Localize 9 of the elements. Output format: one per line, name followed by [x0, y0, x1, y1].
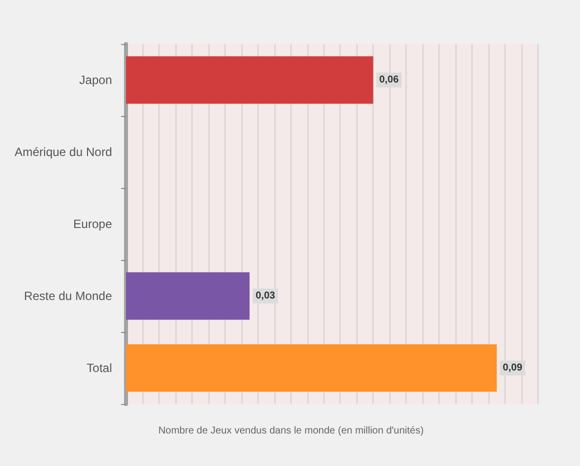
- y-tick-label: Japon: [79, 73, 112, 87]
- y-tick-label: Total: [86, 361, 112, 375]
- y-tick-label: Europe: [73, 217, 112, 231]
- data-label: 0,03: [256, 290, 276, 302]
- data-label: 0,09: [502, 362, 523, 374]
- data-label: 0,06: [379, 74, 400, 86]
- x-axis-title: Nombre de Jeux vendus dans le monde (en million d'unités): [158, 426, 424, 436]
- y-tick-label: Reste du Monde: [24, 289, 112, 303]
- y-tick-label: Amérique du Nord: [14, 145, 112, 159]
